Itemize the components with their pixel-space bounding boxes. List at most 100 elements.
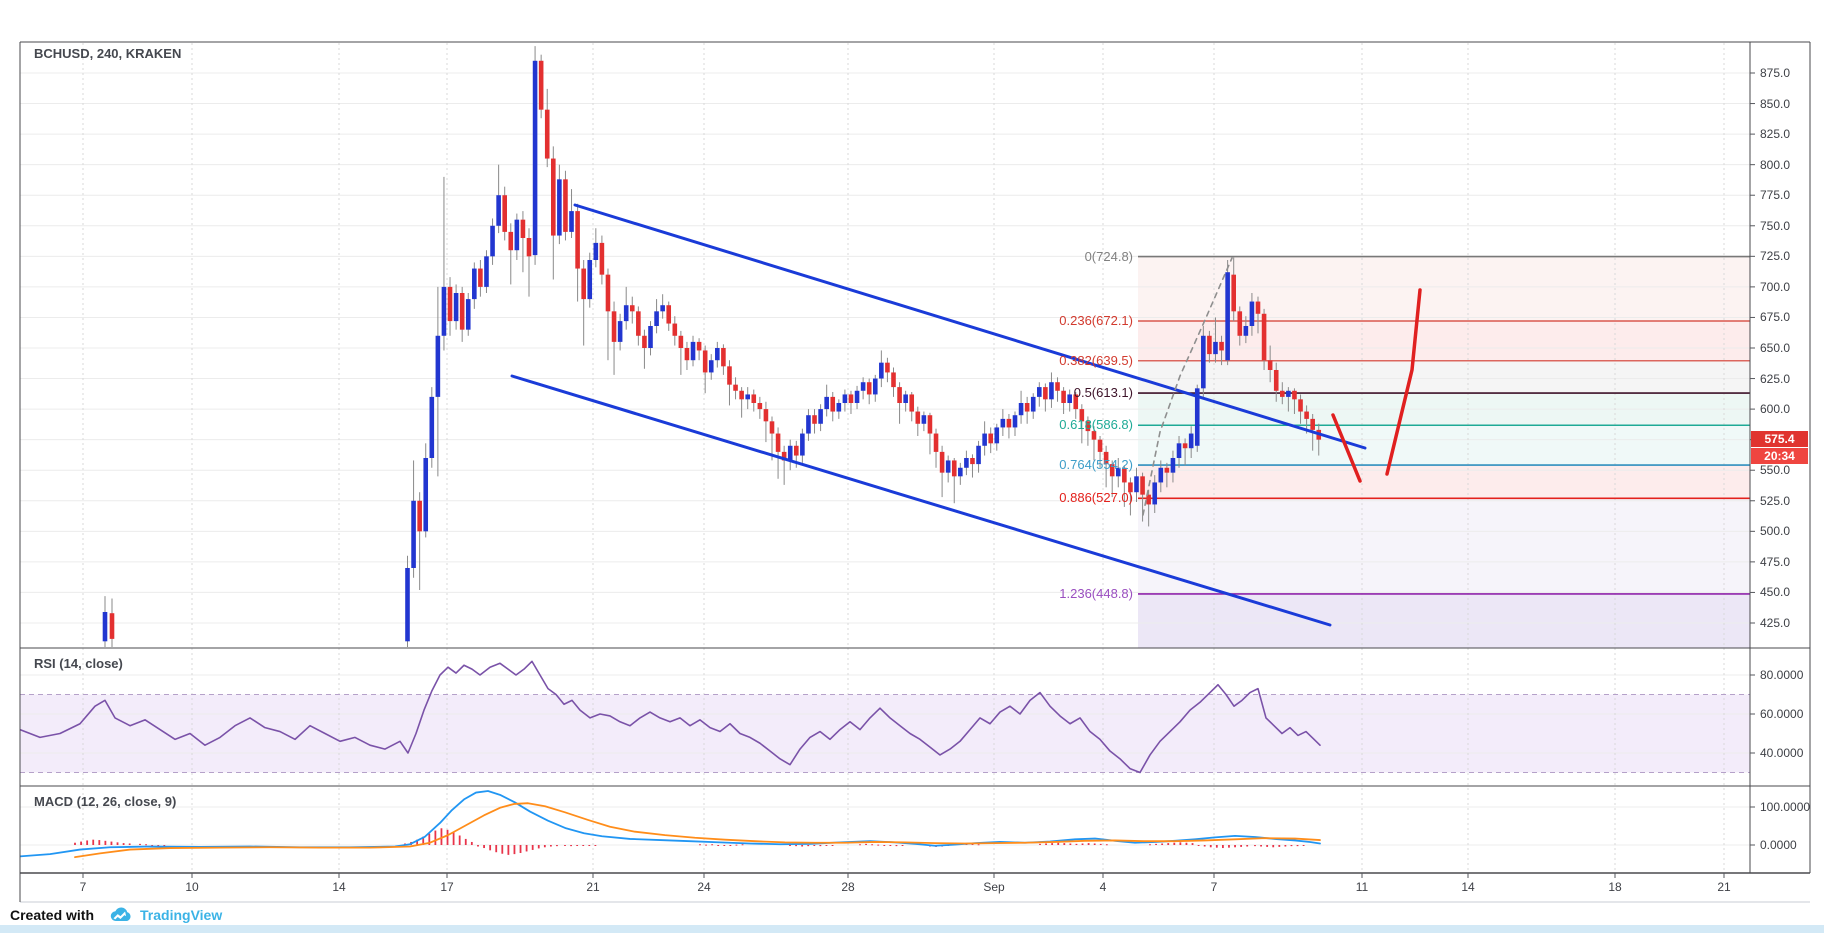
candle xyxy=(848,394,854,403)
candle xyxy=(520,219,526,238)
price-axis-label[interactable]: 450.0 xyxy=(1760,585,1791,600)
candle xyxy=(794,445,799,456)
candle xyxy=(824,396,829,410)
price-axis-label[interactable]: 800.0 xyxy=(1760,157,1791,172)
candle xyxy=(502,195,507,232)
candle xyxy=(102,611,108,642)
time-axis-label[interactable]: 14 xyxy=(332,880,346,894)
macd-histogram-bar xyxy=(416,839,419,845)
candle xyxy=(1067,394,1072,403)
macd-histogram-bar xyxy=(819,845,822,847)
time-axis-label[interactable]: 10 xyxy=(185,880,199,894)
time-axis-label[interactable]: 21 xyxy=(1717,880,1731,894)
macd-histogram-bar xyxy=(452,832,455,845)
candle xyxy=(1122,467,1127,483)
time-axis-label[interactable]: 18 xyxy=(1608,880,1622,894)
candle xyxy=(411,500,416,568)
candle xyxy=(636,311,641,336)
created-with-label: Created with xyxy=(10,907,95,923)
candle xyxy=(1225,272,1230,361)
macd-histogram-bar xyxy=(1284,845,1287,847)
candle xyxy=(593,242,599,260)
macd-histogram-bar xyxy=(513,845,516,855)
candle xyxy=(885,362,890,373)
rsi-axis-label[interactable]: 60.0000 xyxy=(1760,707,1804,721)
candle xyxy=(690,341,696,361)
candle xyxy=(976,445,981,465)
price-axis-label[interactable]: 775.0 xyxy=(1760,188,1791,203)
candle xyxy=(806,415,811,434)
macd-histogram-bar xyxy=(741,844,744,846)
price-axis-label[interactable]: 700.0 xyxy=(1760,279,1791,294)
macd-axis-label[interactable]: 0.0000 xyxy=(1760,838,1797,852)
time-axis-label[interactable]: 24 xyxy=(697,880,711,894)
candle xyxy=(557,179,562,236)
time-axis-label[interactable]: 7 xyxy=(1210,880,1218,894)
red-projection-line[interactable] xyxy=(1385,288,1422,476)
macd-histogram-bar xyxy=(705,844,707,846)
candle xyxy=(982,433,987,446)
candle xyxy=(921,415,927,424)
time-axis-label[interactable]: 11 xyxy=(1355,880,1369,894)
macd-histogram-bar xyxy=(525,845,528,852)
candle xyxy=(1188,433,1194,449)
trend-channel-line[interactable] xyxy=(573,203,1367,450)
tradingview-brand-link[interactable]: TradingView xyxy=(140,907,223,923)
time-axis-label[interactable]: 4 xyxy=(1099,880,1107,894)
candle xyxy=(800,433,805,456)
candle xyxy=(472,268,477,300)
candle xyxy=(842,394,848,403)
price-axis-label[interactable]: 475.0 xyxy=(1760,554,1791,569)
price-axis-label[interactable]: 750.0 xyxy=(1760,218,1791,233)
macd-histogram-bar xyxy=(813,845,816,846)
price-axis-label[interactable]: 625.0 xyxy=(1760,371,1791,386)
macd-histogram-bar xyxy=(1105,844,1108,846)
macd-histogram-bar xyxy=(495,845,498,853)
price-axis-label[interactable]: 850.0 xyxy=(1760,96,1791,111)
tradingview-logo-icon[interactable] xyxy=(108,907,134,923)
price-axis-label[interactable]: 650.0 xyxy=(1760,340,1791,355)
last-price-badge: 575.4 xyxy=(1751,431,1808,448)
candle xyxy=(1310,418,1315,430)
price-axis-label[interactable]: 600.0 xyxy=(1760,402,1791,417)
candle xyxy=(611,311,617,342)
macd-histogram-bar xyxy=(717,845,720,846)
rsi-axis-label[interactable]: 80.0000 xyxy=(1760,668,1804,682)
time-axis-label[interactable]: 17 xyxy=(440,880,454,894)
price-axis-label[interactable]: 550.0 xyxy=(1760,463,1791,478)
rsi-pane-legend: RSI (14, close) xyxy=(34,656,123,671)
macd-pane-legend: MACD (12, 26, close, 9) xyxy=(34,794,177,809)
macd-histogram-bar xyxy=(458,835,461,845)
macd-histogram-bar xyxy=(570,845,572,847)
macd-axis-label[interactable]: 100.0000 xyxy=(1760,800,1811,814)
time-axis-label[interactable]: 21 xyxy=(586,880,600,894)
candle xyxy=(854,390,860,403)
red-projection-line[interactable] xyxy=(1331,413,1362,483)
time-axis-label[interactable]: Sep xyxy=(983,880,1005,894)
time-axis-label[interactable]: 14 xyxy=(1461,880,1475,894)
macd-signal-line xyxy=(74,802,1321,859)
rsi-axis-label[interactable]: 40.0000 xyxy=(1760,746,1804,760)
price-axis-label[interactable]: 875.0 xyxy=(1760,66,1791,80)
candle xyxy=(939,451,945,473)
candle xyxy=(514,219,520,251)
candle xyxy=(435,335,441,397)
price-axis-label[interactable]: 500.0 xyxy=(1760,524,1791,539)
candle xyxy=(1152,482,1158,505)
candle xyxy=(526,237,532,257)
time-axis-label[interactable]: 7 xyxy=(79,880,87,894)
trend-channel-line[interactable] xyxy=(510,374,1332,627)
price-axis-label[interactable]: 825.0 xyxy=(1760,127,1791,142)
candle xyxy=(1231,274,1236,312)
macd-histogram-bar xyxy=(157,845,160,847)
price-axis-label[interactable]: 525.0 xyxy=(1760,493,1791,508)
candle xyxy=(988,433,993,444)
candle xyxy=(684,347,690,361)
price-axis-label[interactable]: 725.0 xyxy=(1760,249,1791,264)
time-axis-label[interactable]: 28 xyxy=(841,880,855,894)
price-axis-label[interactable]: 425.0 xyxy=(1760,615,1791,630)
macd-histogram-bar xyxy=(801,845,804,847)
price-axis-label[interactable]: 675.0 xyxy=(1760,310,1791,325)
macd-histogram-bar xyxy=(1075,843,1078,845)
